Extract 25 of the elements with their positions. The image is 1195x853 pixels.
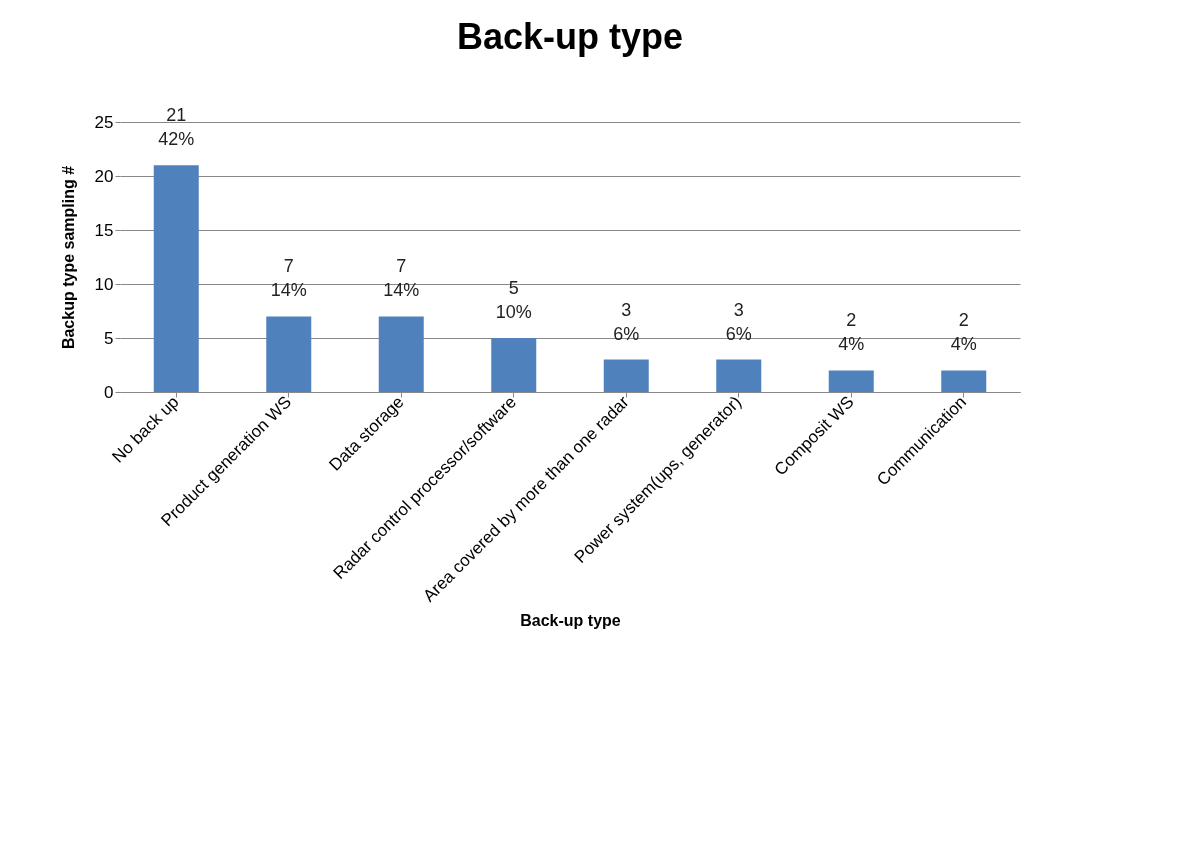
bar bbox=[941, 370, 987, 392]
bar bbox=[491, 338, 537, 392]
bar bbox=[603, 359, 649, 392]
y-tick-label: 10 bbox=[94, 274, 114, 294]
bar bbox=[153, 165, 199, 392]
data-label: 2 4% bbox=[950, 310, 977, 355]
data-label: 3 6% bbox=[725, 299, 752, 344]
bar bbox=[716, 359, 762, 392]
data-label: 21 42% bbox=[158, 105, 195, 150]
bar bbox=[828, 370, 874, 392]
y-tick-label: 25 bbox=[94, 112, 114, 132]
x-axis-title: Back-up type bbox=[520, 611, 621, 629]
data-label: 7 14% bbox=[270, 256, 307, 301]
data-label: 7 14% bbox=[383, 256, 420, 301]
y-tick-label: 20 bbox=[94, 166, 114, 186]
data-label: 5 10% bbox=[495, 278, 532, 322]
chart-title: Back-up type bbox=[456, 16, 684, 58]
y-tick-label: 0 bbox=[104, 382, 114, 402]
y-axis-title: Backup type sampling # bbox=[59, 165, 77, 350]
y-tick-label: 15 bbox=[94, 220, 114, 240]
y-tick-label: 5 bbox=[104, 328, 114, 348]
data-label: 3 6% bbox=[613, 299, 640, 344]
bar bbox=[378, 316, 424, 392]
data-label: 2 4% bbox=[838, 310, 865, 355]
bar bbox=[266, 316, 312, 392]
